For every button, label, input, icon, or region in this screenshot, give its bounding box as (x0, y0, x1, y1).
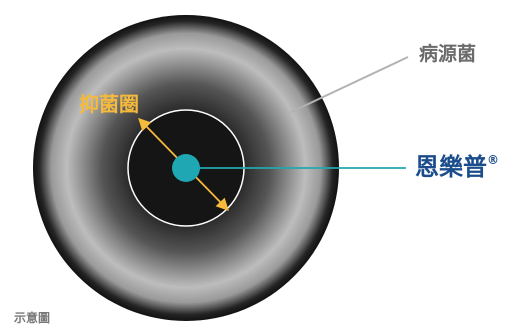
drug-name: 恩樂普 (415, 153, 487, 181)
drug-dot (172, 154, 200, 182)
inhibition-zone-label: 抑菌圈 (79, 92, 139, 116)
registered-mark: ® (487, 153, 499, 167)
pathogen-pointer-line (286, 56, 409, 115)
pathogen-label: 病源菌 (419, 43, 477, 65)
schematic-caption: 示意圖 (14, 311, 51, 325)
drug-label: 恩樂普® (415, 153, 499, 181)
